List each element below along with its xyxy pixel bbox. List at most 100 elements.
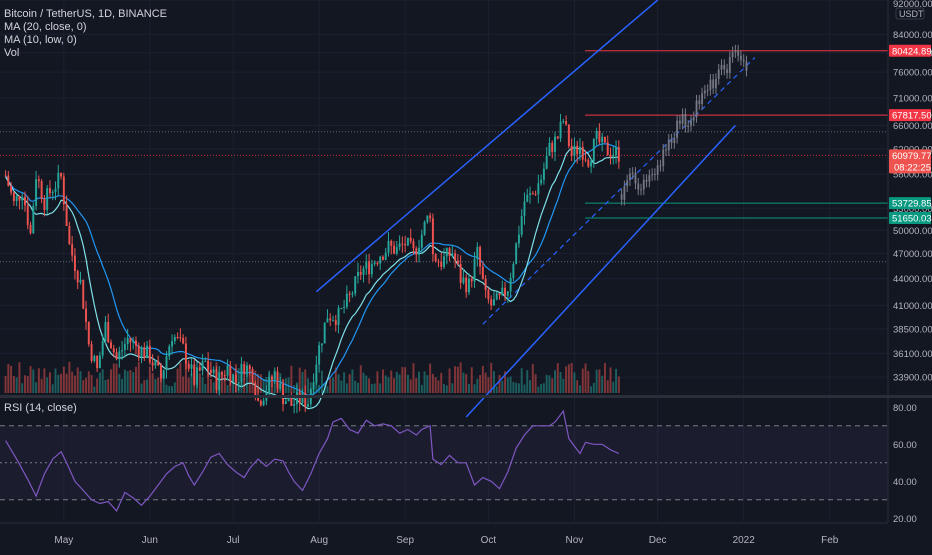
- price-tick-label: 66000.00: [893, 121, 932, 132]
- volume-bar: [515, 382, 518, 393]
- candle-body: [415, 248, 418, 255]
- candle-body: [232, 374, 235, 382]
- candle-body: [465, 277, 468, 293]
- candle-body: [259, 400, 262, 406]
- ma10-legend[interactable]: MA (10, low, 0): [4, 34, 77, 46]
- level-price-tag: [889, 212, 931, 225]
- projection-candle: [726, 69, 729, 73]
- volume-bar: [46, 377, 49, 393]
- candle-body: [365, 261, 368, 269]
- ma20-line: [5, 143, 620, 396]
- candle-body: [343, 307, 346, 309]
- volume-bar: [320, 370, 323, 393]
- symbol-title[interactable]: Bitcoin / TetherUS, 1D, BINANCE: [4, 8, 168, 20]
- rsi-band-fill: [0, 425, 888, 500]
- candle-body: [143, 347, 146, 358]
- candle-body: [254, 383, 257, 396]
- volume-bar: [140, 383, 143, 393]
- candle-body: [612, 154, 615, 158]
- volume-bar: [529, 380, 531, 393]
- candle-body: [498, 293, 501, 296]
- volume-bar: [307, 378, 309, 393]
- volume-bar: [606, 380, 609, 393]
- candle-body: [96, 355, 99, 369]
- price-tick-label: 53000.00: [893, 204, 932, 215]
- volume-bar: [384, 375, 387, 393]
- candle-body: [154, 360, 157, 366]
- candle-body: [57, 172, 60, 189]
- candle-body: [35, 179, 38, 206]
- volume-bar: [579, 385, 581, 393]
- price-tick-label: 76000.00: [893, 68, 932, 79]
- projection-candle: [692, 117, 695, 121]
- projection-candle: [742, 59, 745, 62]
- candle-body: [443, 256, 445, 267]
- volume-bar: [573, 372, 576, 393]
- candle-body: [40, 181, 43, 199]
- candle-body: [512, 264, 515, 278]
- time-tick-label: May: [54, 535, 73, 546]
- candle-body: [24, 196, 26, 206]
- projection-candle: [623, 186, 626, 200]
- volume-bar: [517, 383, 520, 393]
- volume-bar: [51, 384, 54, 393]
- volume-bar: [495, 386, 498, 393]
- candle-body: [68, 226, 71, 245]
- candles: [4, 113, 620, 414]
- volume-bar: [246, 368, 248, 393]
- candle-body: [204, 360, 207, 362]
- volume-bar: [509, 376, 512, 393]
- candle-body: [51, 191, 54, 194]
- volume-bar: [468, 383, 470, 393]
- volume-bar: [259, 374, 262, 393]
- volume-bar: [309, 382, 312, 393]
- volume-bar: [487, 377, 490, 393]
- pane-divider[interactable]: [0, 395, 932, 398]
- volume-bar: [379, 383, 382, 393]
- volume-bar: [357, 382, 359, 393]
- projection-candle: [717, 69, 720, 80]
- price-tick-label: 38500.00: [893, 325, 932, 336]
- channel-middle-line: [482, 57, 756, 325]
- volume-bar: [54, 368, 57, 393]
- candle-body: [137, 345, 140, 357]
- level-price-tag: [889, 44, 931, 57]
- volume-legend[interactable]: Vol: [4, 47, 20, 59]
- volume-bar: [184, 362, 187, 393]
- volume-bar: [609, 367, 612, 393]
- candle-body: [32, 205, 35, 234]
- rsi-legend[interactable]: RSI (14, close): [4, 402, 77, 414]
- projection-candle: [645, 179, 648, 182]
- candle-body: [484, 278, 487, 291]
- projection-candle: [695, 100, 698, 118]
- candle-body: [537, 183, 540, 195]
- projection-candle: [712, 79, 715, 89]
- volume-bar: [376, 371, 379, 393]
- volume-bar: [595, 369, 598, 393]
- level-price-label: 51650.03: [892, 214, 932, 225]
- candle-body: [418, 247, 420, 255]
- candle-body: [332, 320, 334, 322]
- candle-body: [584, 159, 587, 161]
- candle-body: [587, 160, 590, 167]
- volume-bar: [293, 385, 296, 393]
- ma20-legend[interactable]: MA (20, close, 0): [4, 21, 87, 33]
- candle-body: [279, 383, 282, 389]
- volume-bar: [418, 371, 420, 393]
- volume-bar: [537, 386, 540, 393]
- candle-body: [590, 161, 593, 167]
- projection-candle: [714, 79, 717, 89]
- candle-body: [176, 337, 179, 339]
- projection-candle: [659, 165, 662, 167]
- projection-candle: [640, 189, 642, 191]
- level-price-label: 80424.89: [892, 46, 932, 57]
- candle-body: [90, 344, 93, 361]
- volume-bar: [598, 369, 601, 393]
- volume-bar: [10, 365, 13, 393]
- candle-body: [370, 264, 373, 275]
- candle-body: [579, 146, 581, 155]
- volume-bar: [451, 383, 454, 393]
- volume-bar: [490, 362, 493, 393]
